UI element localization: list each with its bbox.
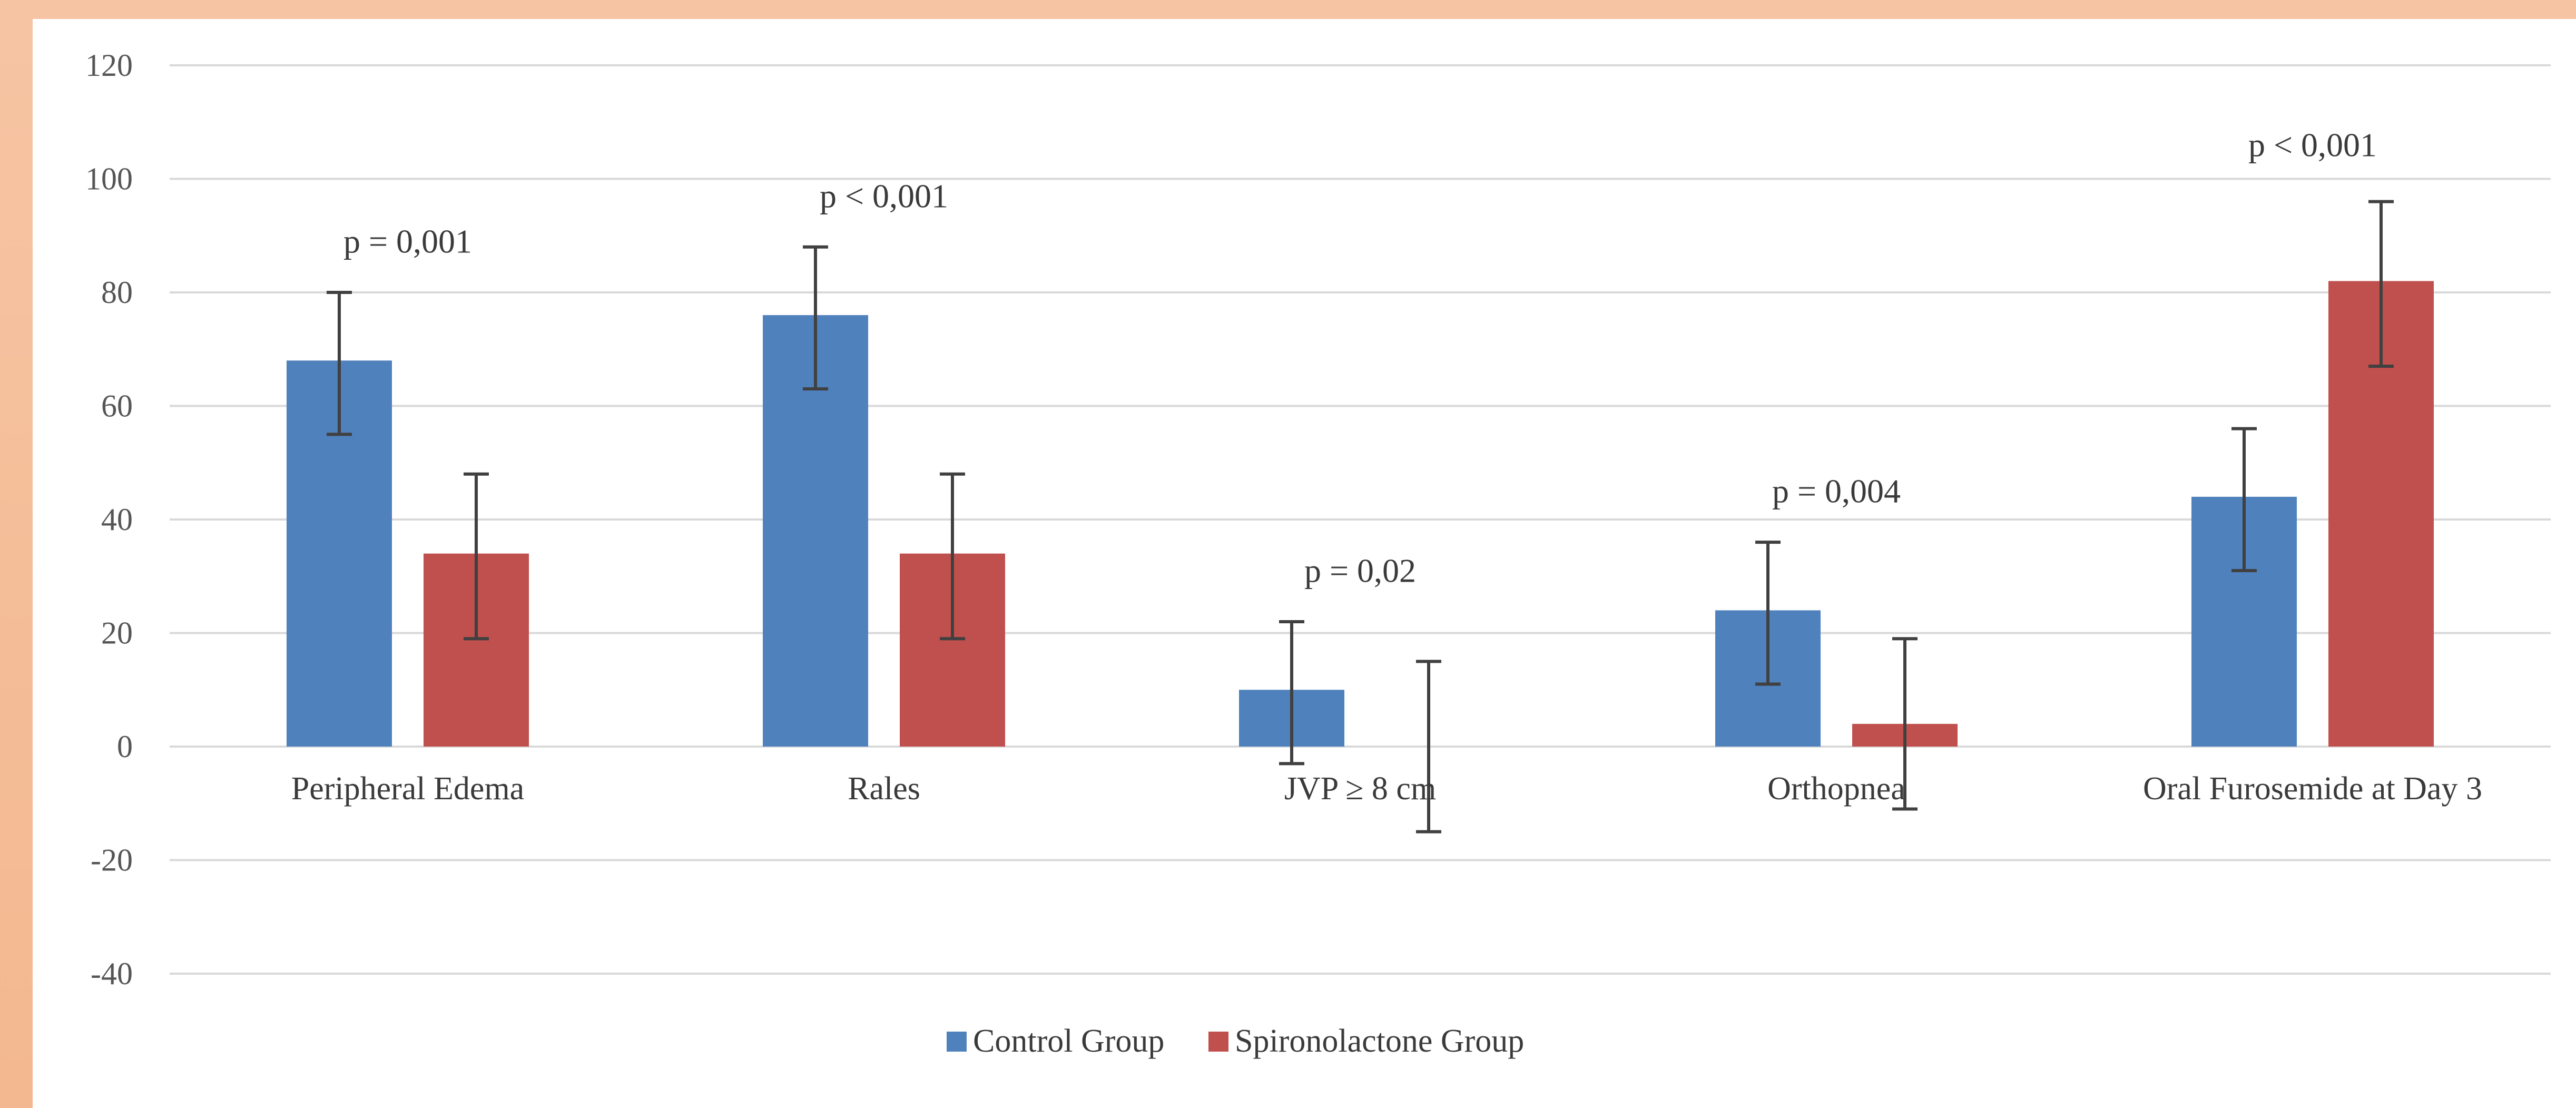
legend-label: Control Group bbox=[973, 1023, 1164, 1059]
p-value-annotation: p < 0,001 bbox=[820, 177, 948, 214]
error-bar-layer bbox=[327, 200, 2394, 834]
bar-chart: 120 100 80 60 40 20 0 -20 -40 Peripheral Edema Ral… bbox=[85, 48, 2551, 1059]
y-tick-label: 120 bbox=[85, 48, 133, 83]
y-tick-label: 0 bbox=[117, 729, 133, 764]
x-category-label: JVP ≥ 8 cm bbox=[1284, 771, 1436, 807]
chart-frame: 120 100 80 60 40 20 0 -20 -40 Peripheral Edema Ral… bbox=[33, 19, 2576, 1108]
legend-swatch bbox=[947, 1032, 967, 1052]
x-category-label: Rales bbox=[848, 771, 920, 807]
x-category-label: Orthopnea bbox=[1767, 771, 1905, 807]
legend-label: Spironolactone Group bbox=[1235, 1023, 1524, 1059]
p-value-annotation: p = 0,02 bbox=[1304, 552, 1416, 590]
x-category-label: Peripheral Edema bbox=[291, 771, 524, 807]
y-tick-label: 100 bbox=[85, 162, 133, 197]
grid-layer bbox=[170, 64, 2551, 975]
y-tick-label: -20 bbox=[91, 843, 133, 878]
p-value-annotation: p < 0,001 bbox=[2248, 126, 2377, 163]
p-value-annotation: p = 0,004 bbox=[1772, 473, 1901, 510]
legend: Control Group Spironolactone Group bbox=[947, 1023, 1524, 1059]
label-layer: 120 100 80 60 40 20 0 -20 -40 Peripheral Edema Ral… bbox=[85, 48, 2482, 991]
x-category-label: Oral Furosemide at Day 3 bbox=[2143, 771, 2482, 807]
y-tick-label: 40 bbox=[101, 502, 133, 537]
y-tick-label: 60 bbox=[101, 389, 133, 424]
bar-layer bbox=[287, 281, 2434, 747]
legend-swatch bbox=[1208, 1032, 1228, 1052]
y-tick-label: -40 bbox=[91, 956, 133, 991]
p-value-annotation: p = 0,001 bbox=[343, 223, 472, 260]
y-tick-label: 80 bbox=[101, 275, 133, 310]
y-tick-label: 20 bbox=[101, 616, 133, 651]
